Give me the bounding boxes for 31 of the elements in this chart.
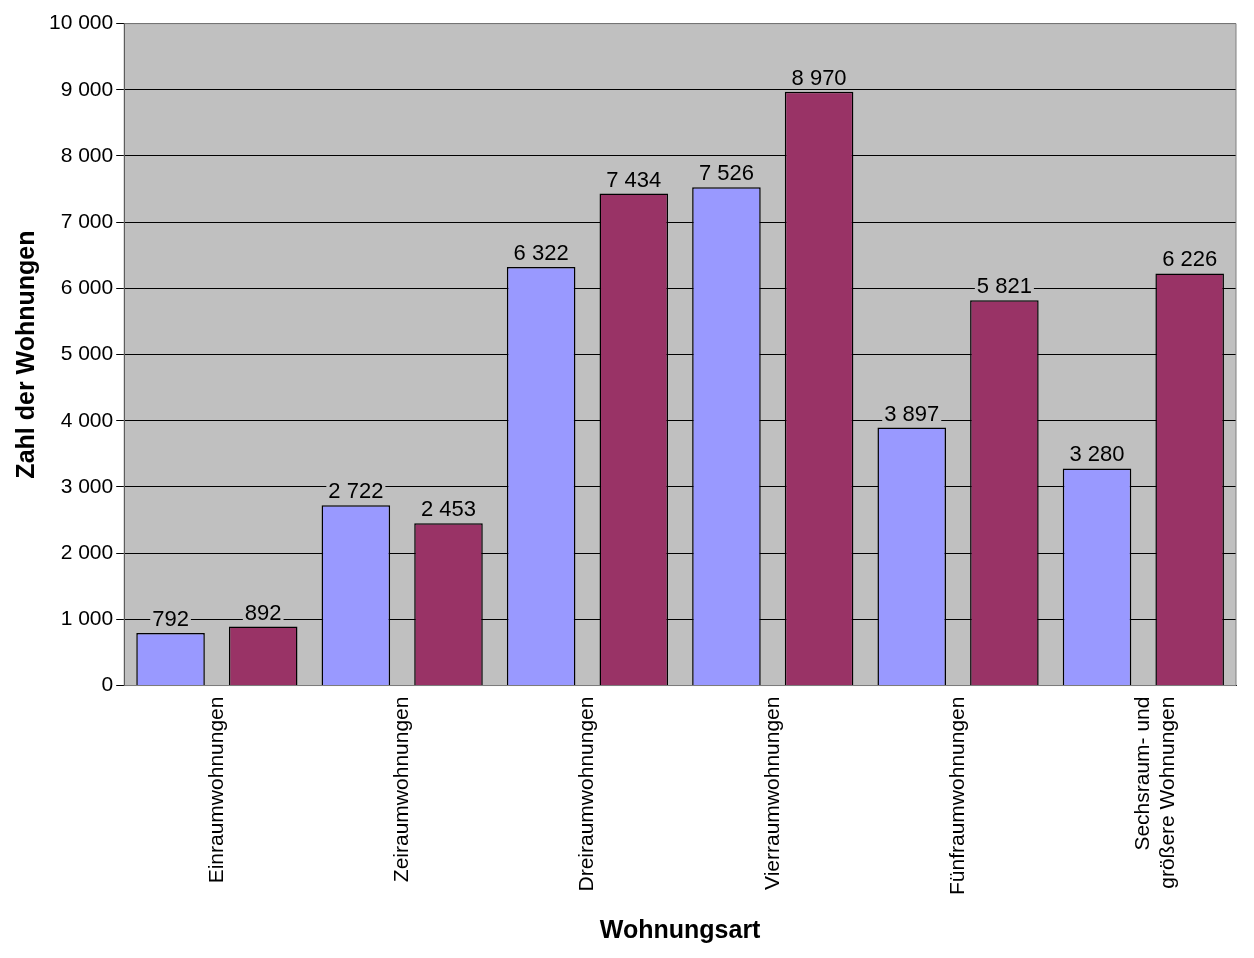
- x-tick-label: Sechsraum- und größere Wohnungen: [1130, 696, 1179, 889]
- y-tick-label: 7 000: [60, 208, 114, 232]
- x-axis-title: Wohnungsart: [599, 914, 762, 943]
- data-label: 7 526: [698, 160, 754, 186]
- data-label: 7 434: [606, 166, 662, 192]
- data-label: 6 226: [1162, 246, 1218, 272]
- y-tick-label: 3 000: [60, 473, 114, 497]
- data-label: 2 722: [328, 478, 384, 504]
- y-tick-label: 9 000: [60, 76, 114, 100]
- y-tick-label: 10 000: [49, 10, 114, 34]
- data-label: 6 322: [513, 240, 569, 266]
- data-label: 5 821: [976, 273, 1032, 299]
- y-tick-label: 6 000: [60, 275, 114, 299]
- data-label: 3 897: [884, 400, 940, 426]
- y-tick-label: 1 000: [60, 606, 114, 630]
- y-tick-label: 5 000: [60, 341, 114, 365]
- y-tick-label: 4 000: [60, 407, 114, 431]
- x-tick-label: Einraumwohnungen: [203, 696, 227, 884]
- data-label: 2 453: [420, 496, 477, 522]
- x-tick-label: Fünfraumwohnungen: [944, 696, 968, 895]
- x-tick-label: Dreiraumwohnungen: [574, 696, 598, 892]
- x-tick-label: Zeiraumwohnungen: [388, 696, 412, 883]
- data-label: 3 280: [1069, 441, 1125, 467]
- data-label: 892: [244, 599, 282, 625]
- y-tick-label: 2 000: [60, 539, 114, 563]
- x-tick-label: Vierraumwohnungen: [759, 696, 783, 890]
- data-label: 8 970: [791, 64, 847, 90]
- y-axis-title: Zahl der Wohnungen: [10, 230, 39, 479]
- y-tick-label: 0: [101, 672, 114, 696]
- y-tick-label: 8 000: [60, 142, 114, 166]
- data-label: 792: [152, 606, 189, 632]
